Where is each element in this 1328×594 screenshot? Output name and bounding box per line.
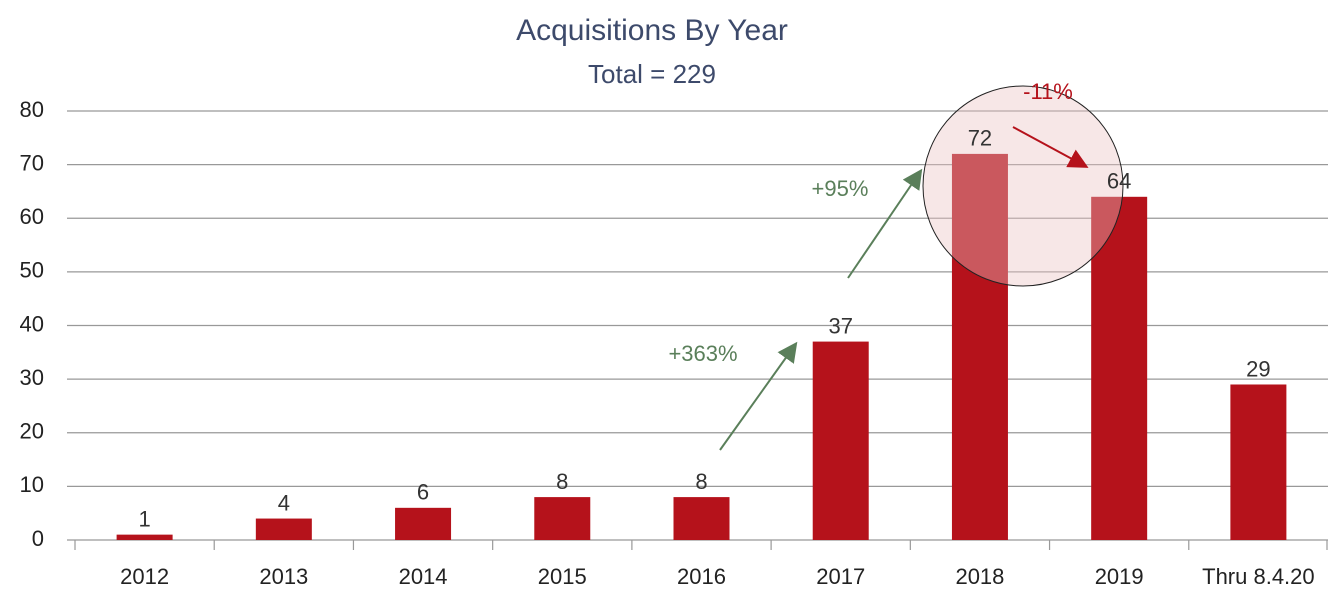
highlight-circle xyxy=(922,85,1124,287)
x-tick-label: 2019 xyxy=(1095,564,1144,589)
bars xyxy=(116,153,1287,541)
data-label: 37 xyxy=(828,313,852,338)
bar xyxy=(534,497,591,540)
data-label: 6 xyxy=(417,480,429,505)
bar xyxy=(255,518,312,540)
x-tick-label: 2016 xyxy=(677,564,726,589)
x-tick-label: 2018 xyxy=(955,564,1004,589)
y-tick-label: 30 xyxy=(20,365,44,390)
annotation: -11% xyxy=(1023,79,1073,104)
chart-title: Acquisitions By Year xyxy=(516,14,788,47)
bar xyxy=(812,341,869,540)
annotation: +95% xyxy=(812,176,869,201)
data-label: 72 xyxy=(968,126,992,151)
data-label: 64 xyxy=(1107,169,1131,194)
data-label: 4 xyxy=(278,490,290,515)
data-label: 8 xyxy=(556,469,568,494)
y-tick-label: 40 xyxy=(20,311,44,336)
bar xyxy=(1230,384,1287,540)
x-tick-label: 2012 xyxy=(120,564,169,589)
x-tick-label: 2014 xyxy=(399,564,448,589)
data-label: 29 xyxy=(1246,356,1270,381)
y-tick-label: 60 xyxy=(20,204,44,229)
y-tick-label: 50 xyxy=(20,258,44,283)
y-tick-label: 20 xyxy=(20,419,44,444)
data-label: 1 xyxy=(138,506,150,531)
bar xyxy=(1091,196,1148,541)
annotation: +363% xyxy=(668,341,737,366)
x-tick-label: 2013 xyxy=(259,564,308,589)
y-tick-label: 80 xyxy=(20,97,44,122)
arrow xyxy=(1012,126,1089,168)
y-tick-label: 70 xyxy=(20,150,44,175)
x-tick-label: 2015 xyxy=(538,564,587,589)
y-tick-label: 0 xyxy=(32,526,44,551)
arrow xyxy=(847,168,923,279)
bar xyxy=(673,497,730,540)
bar xyxy=(951,153,1008,540)
data-label: 8 xyxy=(695,469,707,494)
y-tick-label: 10 xyxy=(20,472,44,497)
x-tick-label: 2017 xyxy=(816,564,865,589)
grid xyxy=(67,110,1328,550)
x-tick-label: Thru 8.4.20 xyxy=(1202,564,1315,589)
arrow xyxy=(719,341,798,451)
bar xyxy=(116,534,173,540)
bar xyxy=(395,507,452,540)
chart-subtitle: Total = 229 xyxy=(588,59,716,89)
